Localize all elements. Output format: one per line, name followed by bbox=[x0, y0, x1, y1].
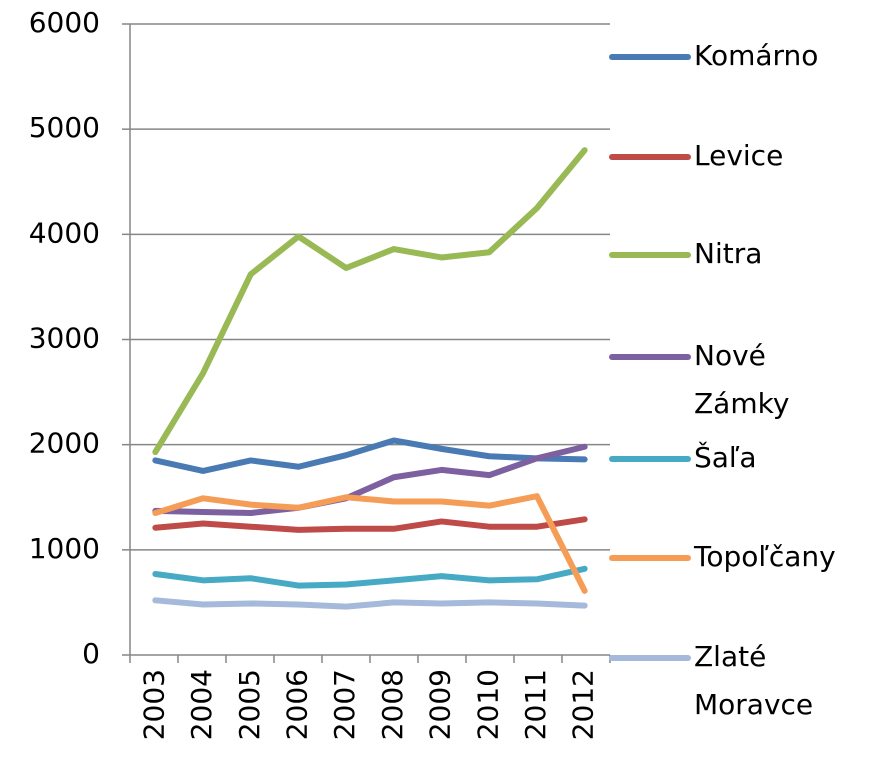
legend-label-line: Moravce bbox=[694, 688, 813, 721]
line-series bbox=[152, 565, 588, 589]
legend-label: Nitra bbox=[694, 237, 762, 270]
y-tick-label: 2000 bbox=[29, 427, 100, 460]
line-series bbox=[152, 516, 588, 533]
x-tick-label: 2012 bbox=[567, 669, 600, 740]
y-tick-label: 0 bbox=[82, 637, 100, 670]
legend-label-line: Nitra bbox=[694, 237, 762, 270]
x-tick-label: 2004 bbox=[185, 669, 218, 740]
legend-label: Topoľčany bbox=[693, 540, 836, 573]
x-tick-label: 2003 bbox=[137, 669, 170, 740]
legend-label-line: Levice bbox=[694, 139, 783, 172]
line-series bbox=[152, 493, 588, 594]
x-tick-label: 2009 bbox=[424, 669, 457, 740]
legend-label-line: Zámky bbox=[694, 387, 789, 420]
line-series bbox=[152, 147, 588, 456]
x-tick-label: 2006 bbox=[280, 669, 313, 740]
legend-label: Levice bbox=[694, 139, 783, 172]
y-tick-label: 6000 bbox=[29, 6, 100, 39]
line-series bbox=[152, 443, 588, 517]
line-series bbox=[152, 597, 588, 610]
legend-label-line: Zlaté bbox=[694, 640, 775, 673]
x-tick-label: 2008 bbox=[376, 669, 409, 740]
legend-label-line: Nové bbox=[694, 339, 775, 372]
x-tick-label: 2007 bbox=[328, 669, 361, 740]
legend-label-line: Topoľčany bbox=[693, 540, 836, 573]
y-tick-label: 4000 bbox=[29, 216, 100, 249]
line-series bbox=[152, 437, 588, 474]
x-tick-label: 2010 bbox=[471, 669, 504, 740]
legend-label: Komárno bbox=[694, 39, 818, 72]
y-tick-label: 1000 bbox=[29, 532, 100, 565]
legend-label-line: Komárno bbox=[694, 39, 818, 72]
legend-label-line: Šaľa bbox=[694, 440, 757, 474]
x-tick-label: 2005 bbox=[233, 669, 266, 740]
legend-label: Zlaté Moravce bbox=[694, 640, 813, 721]
x-tick-label: 2011 bbox=[519, 669, 552, 740]
y-tick-label: 3000 bbox=[29, 322, 100, 355]
legend-label: Šaľa bbox=[694, 440, 757, 474]
y-tick-label: 5000 bbox=[29, 111, 100, 144]
legend-label: Nové Zámky bbox=[694, 339, 789, 420]
